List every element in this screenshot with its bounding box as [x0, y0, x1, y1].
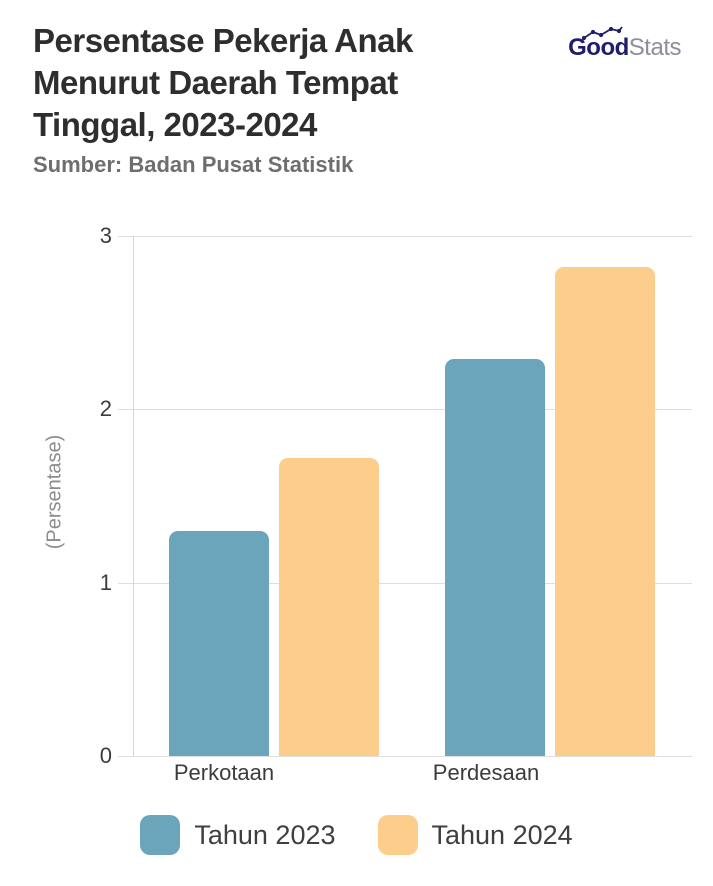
bar-perkotaan-tahun-2023: [169, 530, 269, 756]
chart-legend: Tahun 2023 Tahun 2024: [0, 815, 713, 855]
bar-perdesaan-tahun-2024: [555, 267, 655, 756]
legend-item-tahun-2023: Tahun 2023: [140, 815, 336, 855]
legend-label-tahun-2024: Tahun 2024: [431, 819, 573, 850]
legend-item-tahun-2024: Tahun 2024: [377, 815, 573, 855]
logo-sparkline-icon: [582, 26, 623, 41]
x-label-perdesaan: Perdesaan: [432, 760, 540, 785]
y-tick-1: 1: [99, 569, 112, 595]
y-tick-0: 0: [99, 743, 112, 768]
gridline-3: [118, 236, 692, 237]
y-axis-line: [133, 236, 134, 756]
y-tick-3: 3: [99, 223, 112, 248]
legend-swatch-tahun-2023: [140, 815, 181, 855]
legend-swatch-tahun-2024: [377, 815, 418, 855]
source-label: Sumber: Badan Pusat Statistik: [33, 152, 354, 177]
page-title: Persentase Pekerja Anak Menurut Daerah T…: [33, 22, 413, 143]
legend-label-tahun-2023: Tahun 2023: [194, 819, 336, 850]
bar-perkotaan-tahun-2024: [279, 457, 379, 756]
y-tick-2: 2: [99, 396, 112, 422]
y-axis-title: (Persentase): [43, 434, 66, 550]
bar-perdesaan-tahun-2023: [445, 359, 545, 756]
bar-chart: (Persentase) 0 1 2 3 Perkotaan Perdesaan: [43, 223, 692, 785]
x-label-perkotaan: Perkotaan: [173, 760, 275, 785]
logo-text-stats: Stats: [628, 34, 682, 61]
gridline-2: [118, 409, 692, 411]
logo-text-good: Good: [568, 34, 629, 61]
gridline-1: [118, 582, 692, 584]
gridline-0: [118, 756, 692, 757]
goodstats-logo: GoodStats: [568, 26, 682, 62]
